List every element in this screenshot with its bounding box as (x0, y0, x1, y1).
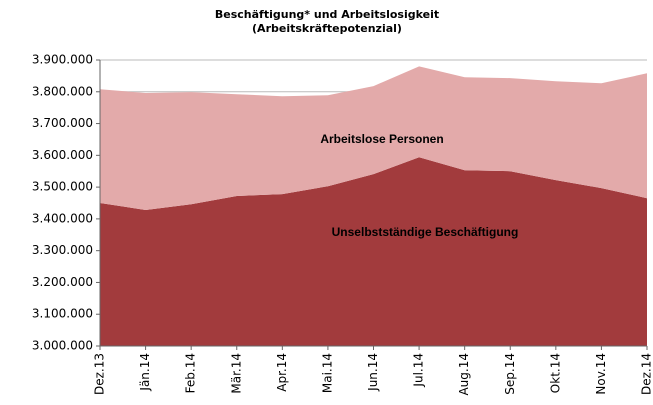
x-tick-label: Jän.14 (138, 353, 152, 392)
x-tick-label: Mai.14 (320, 353, 334, 393)
area (100, 157, 647, 346)
y-tick-label: 3.100.000 (32, 307, 93, 321)
y-tick-label: 3.300.000 (32, 243, 93, 257)
x-tick-label: Mär.14 (229, 353, 243, 394)
x-tick-label: Nov.14 (594, 353, 608, 395)
y-tick-label: 3.500.000 (32, 180, 93, 194)
series-label: Unselbstständige Beschäftigung (332, 225, 519, 239)
x-tick-label: Apr.14 (275, 353, 289, 392)
x-tick-label: Dez.14 (640, 353, 653, 395)
y-tick-label: 3.600.000 (32, 148, 93, 162)
x-tick-label: Sep.14 (503, 353, 517, 395)
area (100, 66, 647, 211)
x-tick-label: Jun.14 (366, 353, 380, 392)
y-tick-label: 3.200.000 (32, 275, 93, 289)
x-tick-label: Aug.14 (457, 353, 471, 396)
chart-subtitle: (Arbeitskräftepotenzial) (252, 22, 402, 35)
y-tick-label: 3.800.000 (32, 84, 93, 98)
x-tick-label: Jul.14 (412, 353, 426, 388)
series-label: Arbeitslose Personen (320, 132, 443, 146)
y-tick-label: 3.900.000 (32, 53, 93, 67)
chart-title: Beschäftigung* und Arbeitslosigkeit (215, 8, 439, 21)
x-tick-label: Okt.14 (548, 353, 562, 393)
y-tick-label: 3.700.000 (32, 116, 93, 130)
y-tick-label: 3.400.000 (32, 211, 93, 225)
x-tick-label: Feb.14 (184, 353, 198, 393)
x-tick-label: Dez.13 (93, 353, 107, 395)
y-tick-label: 3.000.000 (32, 339, 93, 353)
